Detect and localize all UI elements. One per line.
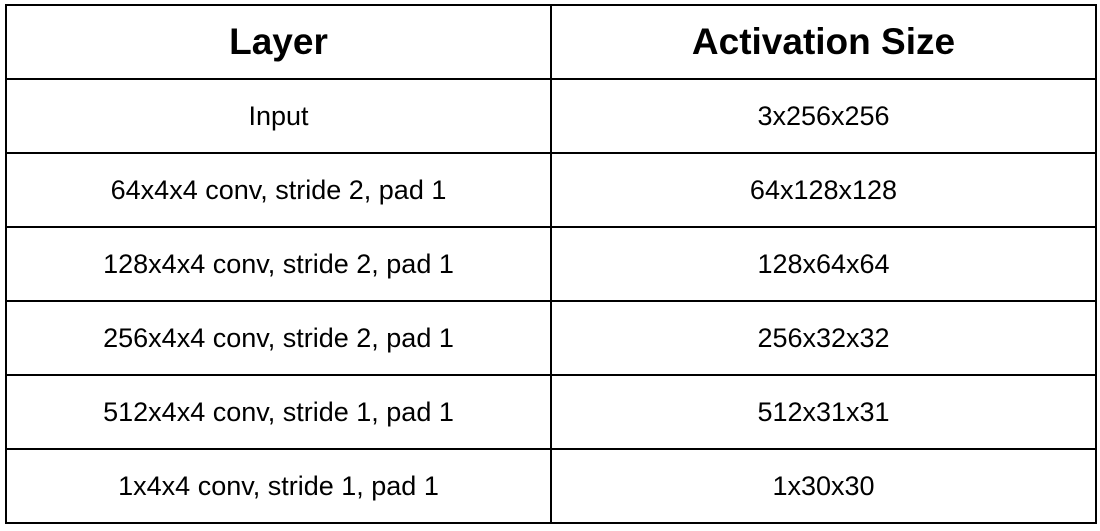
cell-activation-size: 512x31x31 (550, 374, 1097, 450)
table-row: 64x4x4 conv, stride 2, pad 1 64x128x128 (5, 152, 1097, 228)
cell-layer: 64x4x4 conv, stride 2, pad 1 (5, 152, 552, 228)
cell-activation-size: 3x256x256 (550, 78, 1097, 154)
cell-layer: 512x4x4 conv, stride 1, pad 1 (5, 374, 552, 450)
table-header-row: Layer Activation Size (5, 4, 1097, 80)
cell-layer: 256x4x4 conv, stride 2, pad 1 (5, 300, 552, 376)
cell-layer: 128x4x4 conv, stride 2, pad 1 (5, 226, 552, 302)
table-row: 128x4x4 conv, stride 2, pad 1 128x64x64 (5, 226, 1097, 302)
cell-layer: Input (5, 78, 552, 154)
layer-table-container: Layer Activation Size Input 3x256x256 64… (5, 4, 1097, 524)
table-row: 512x4x4 conv, stride 1, pad 1 512x31x31 (5, 374, 1097, 450)
table-row: 1x4x4 conv, stride 1, pad 1 1x30x30 (5, 448, 1097, 524)
header-activation-size: Activation Size (550, 4, 1097, 80)
cell-layer: 1x4x4 conv, stride 1, pad 1 (5, 448, 552, 524)
cell-activation-size: 128x64x64 (550, 226, 1097, 302)
table-row: 256x4x4 conv, stride 2, pad 1 256x32x32 (5, 300, 1097, 376)
cell-activation-size: 64x128x128 (550, 152, 1097, 228)
layer-activation-table: Layer Activation Size Input 3x256x256 64… (5, 4, 1097, 524)
header-layer: Layer (5, 4, 552, 80)
cell-activation-size: 256x32x32 (550, 300, 1097, 376)
table-row: Input 3x256x256 (5, 78, 1097, 154)
cell-activation-size: 1x30x30 (550, 448, 1097, 524)
